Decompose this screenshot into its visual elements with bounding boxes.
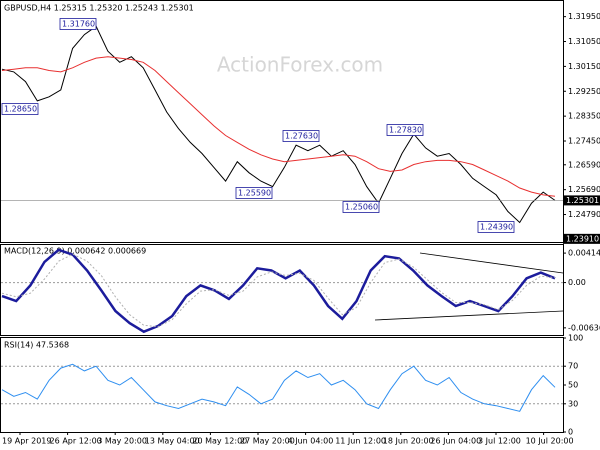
x-tick-label: 18 Jun 20:00 bbox=[383, 437, 434, 446]
trendline bbox=[419, 252, 564, 274]
y-tick-label: 30 bbox=[568, 399, 578, 408]
series-line bbox=[1, 248, 556, 334]
annotation: 1.28650 bbox=[4, 105, 37, 114]
current-price-box bbox=[563, 195, 600, 206]
x-tick-label: 3 Jul 12:00 bbox=[478, 437, 521, 446]
y-tick-label: 50 bbox=[568, 381, 578, 390]
x-tick-label: 11 Jun 12:00 bbox=[335, 437, 386, 446]
x-tick-label: 20 May 12:00 bbox=[192, 437, 247, 446]
x-tick-label: 19 Apr 2019 bbox=[2, 437, 51, 446]
annotation: 1.24390 bbox=[480, 223, 513, 232]
y-tick-label: 1.26590 bbox=[568, 160, 600, 169]
x-tick-label: 13 May 04:00 bbox=[145, 437, 200, 446]
annotation-box bbox=[282, 130, 320, 142]
level-box bbox=[563, 233, 600, 244]
x-tick-label: 10 Jul 20:00 bbox=[526, 437, 574, 446]
annotation: 1.25060 bbox=[345, 203, 378, 212]
rsi-title: RSI(14) 47.5368 bbox=[4, 341, 69, 350]
y-tick-label: 100 bbox=[568, 334, 583, 343]
annotation-box bbox=[342, 201, 380, 213]
x-tick-label: 27 May 20:00 bbox=[240, 437, 295, 446]
y-tick-label: 70 bbox=[568, 362, 578, 371]
price-panel bbox=[0, 0, 564, 243]
y-tick-label: 1.27450 bbox=[568, 137, 600, 146]
macd-panel bbox=[0, 244, 564, 336]
annotation: 1.27630 bbox=[285, 132, 318, 141]
x-tick-label: 26 Jun 04:00 bbox=[430, 437, 481, 446]
annotation: 1.27830 bbox=[389, 126, 422, 135]
series-line bbox=[1, 253, 556, 328]
series-line bbox=[1, 56, 556, 197]
annotation-box bbox=[59, 18, 97, 30]
y-tick-label: 1.28350 bbox=[568, 112, 600, 121]
x-tick-label: 4 Jun 04:00 bbox=[288, 437, 334, 446]
y-tick-label: -0.006365 bbox=[568, 323, 600, 332]
annotation-box bbox=[477, 221, 515, 233]
series-line bbox=[1, 363, 556, 412]
y-tick-label: 0.004141 bbox=[568, 249, 600, 258]
annotation-box bbox=[235, 187, 273, 199]
chart-title: GBPUSD,H4 1.25315 1.25320 1.25243 1.2530… bbox=[4, 4, 194, 13]
y-tick-label: 0.00 bbox=[568, 278, 586, 287]
trendline bbox=[374, 310, 564, 321]
annotation: 1.25590 bbox=[238, 189, 271, 198]
macd-title: MACD(12,26,9) 0.000642 0.000669 bbox=[4, 247, 146, 256]
x-tick-label: 3 May 20:00 bbox=[97, 437, 147, 446]
y-tick-label: 1.24790 bbox=[568, 210, 600, 219]
y-tick-label: 1.31050 bbox=[568, 37, 600, 46]
annotation-box bbox=[1, 103, 39, 115]
y-tick-label: 0 bbox=[568, 428, 573, 437]
watermark: ActionForex.com bbox=[217, 53, 383, 77]
y-tick-label: 1.29250 bbox=[568, 87, 600, 96]
y-tick-label: 1.31950 bbox=[568, 12, 600, 21]
annotation-box bbox=[386, 124, 424, 136]
y-tick-label: 1.25690 bbox=[568, 185, 600, 194]
x-tick-label: 26 Apr 12:00 bbox=[50, 437, 102, 446]
y-tick-label: 1.30150 bbox=[568, 62, 600, 71]
current-price-label: 1.25301 bbox=[566, 196, 599, 205]
level-label: 1.23910 bbox=[566, 234, 599, 243]
annotation: 1.31760 bbox=[62, 20, 95, 29]
